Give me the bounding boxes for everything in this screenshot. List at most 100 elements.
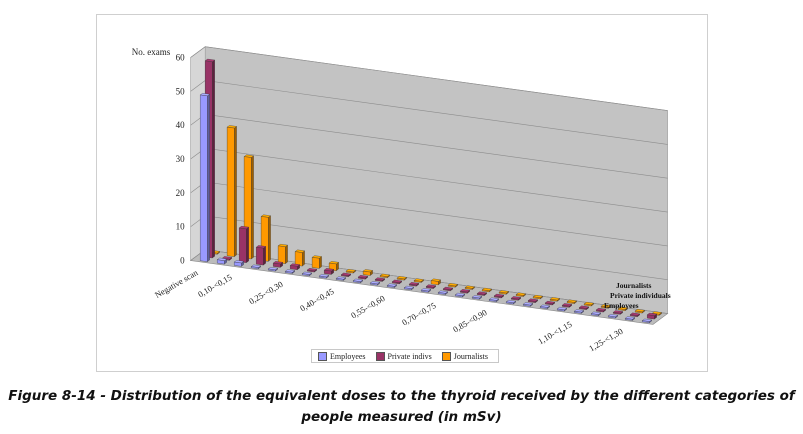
legend-item-private: Private indivs bbox=[375, 351, 432, 361]
x-tick-label-11: 0,55-<0,60 bbox=[349, 293, 386, 320]
bar-2-12 bbox=[413, 280, 422, 283]
legend-item-employees: Employees bbox=[318, 351, 366, 361]
bar-0-23 bbox=[591, 313, 599, 317]
legend-label-private: Private indivs bbox=[387, 351, 432, 361]
bar-2-8 bbox=[345, 270, 354, 274]
bar-0-26 bbox=[642, 320, 650, 324]
bar-side-2-5 bbox=[302, 250, 305, 267]
bar-side-2-4 bbox=[285, 244, 288, 264]
bar-0-10 bbox=[370, 282, 378, 286]
bar-1-19 bbox=[528, 300, 536, 303]
x-tick-label-0: Negative scan bbox=[153, 267, 200, 300]
bar-1-21 bbox=[562, 304, 570, 308]
bar-2-15 bbox=[464, 287, 473, 290]
legend-label-journalists: Journalists bbox=[453, 351, 488, 361]
x-tick-label-22: 1,10-<1,15 bbox=[536, 319, 573, 346]
chart-svg: 0 10 20 30 40 50 60 No. exams Negative scan0,10-… bbox=[132, 46, 671, 353]
bar-2-20 bbox=[549, 298, 558, 302]
bar-0-8 bbox=[336, 278, 344, 281]
bar-2-16 bbox=[481, 289, 490, 293]
legend-swatch-private bbox=[375, 351, 385, 361]
bar-0-1 bbox=[217, 259, 225, 265]
bar-2-1 bbox=[226, 126, 235, 257]
bar-2-5 bbox=[294, 251, 303, 267]
depth-label-2: Employees bbox=[604, 301, 639, 310]
bar-0-6 bbox=[302, 273, 310, 277]
bar-2-10 bbox=[379, 275, 388, 278]
depth-label-0: Journalists bbox=[616, 281, 652, 290]
bar-0-7 bbox=[319, 275, 327, 279]
y-tick-label-10: 10 bbox=[176, 222, 186, 232]
bar-2-22 bbox=[583, 303, 592, 307]
bar-side-1-2 bbox=[246, 226, 249, 263]
bar-1-2 bbox=[239, 227, 247, 263]
bar-0-16 bbox=[472, 296, 480, 300]
x-tick-label-2: 0,10-<0,15 bbox=[196, 272, 233, 299]
bar-2-14 bbox=[447, 284, 456, 288]
bar-1-16 bbox=[477, 293, 485, 296]
bar-1-13 bbox=[426, 286, 434, 289]
bar-side-2-2 bbox=[251, 155, 254, 260]
bar-1-6 bbox=[307, 269, 315, 273]
bar-side-2-1 bbox=[234, 126, 237, 258]
bar-2-4 bbox=[277, 245, 286, 264]
bar-1-20 bbox=[545, 302, 553, 306]
bar-1-7 bbox=[324, 269, 332, 275]
bar-0-15 bbox=[455, 294, 463, 298]
y-tick-label-30: 30 bbox=[176, 154, 186, 164]
y-tick-label-20: 20 bbox=[176, 188, 186, 198]
y-axis-title: No. exams bbox=[132, 47, 171, 57]
bar-1-26 bbox=[647, 314, 655, 320]
bar-2-25 bbox=[634, 310, 643, 314]
bar-2-6 bbox=[311, 257, 320, 269]
x-tick-label-17: 0,85-<0,90 bbox=[451, 307, 488, 334]
bar-2-9 bbox=[362, 270, 371, 276]
bar-2-13 bbox=[430, 280, 439, 286]
legend-item-journalists: Journalists bbox=[441, 351, 488, 361]
bar-0-19 bbox=[523, 303, 531, 307]
bar-0-24 bbox=[608, 315, 616, 319]
bar-1-9 bbox=[358, 276, 366, 280]
bar-0-18 bbox=[506, 301, 514, 305]
bar-0-3 bbox=[251, 266, 259, 270]
bar-1-11 bbox=[392, 281, 400, 285]
bar-2-23 bbox=[600, 305, 609, 309]
bar-side-1-3 bbox=[263, 246, 266, 266]
bar-0-17 bbox=[489, 299, 497, 302]
bar-2-11 bbox=[396, 277, 405, 281]
bar-0-22 bbox=[574, 310, 582, 314]
x-tick-label-8: 0,40-<0,45 bbox=[298, 286, 335, 313]
bar-0-25 bbox=[625, 318, 633, 321]
caption-line-2: people measured (in mSv) bbox=[301, 409, 502, 425]
bar-side-2-3 bbox=[268, 215, 271, 262]
legend: Employees Private indivs Journalists bbox=[311, 349, 499, 363]
legend-swatch-journalists bbox=[441, 351, 451, 361]
bar-2-19 bbox=[532, 296, 541, 300]
bar-1-8 bbox=[341, 274, 349, 278]
bar-side-1-0 bbox=[212, 59, 215, 259]
bar-side-0-0 bbox=[207, 93, 210, 263]
y-tick-label-60: 60 bbox=[176, 53, 186, 63]
bar-1-17 bbox=[494, 295, 502, 299]
bar-1-23 bbox=[596, 309, 604, 313]
y-tick-label-0: 0 bbox=[180, 256, 185, 266]
bar-1-3 bbox=[256, 246, 264, 266]
bar-1-12 bbox=[409, 283, 417, 287]
gridline-60 bbox=[190, 46, 668, 111]
bar-1-4 bbox=[273, 262, 281, 268]
bar-2-18 bbox=[515, 294, 524, 297]
bar-0-5 bbox=[285, 271, 293, 274]
bar-1-25 bbox=[630, 314, 638, 318]
bar-1-14 bbox=[443, 288, 451, 292]
bar-1-5 bbox=[290, 265, 298, 271]
x-tick-label-5: 0,25-<0,30 bbox=[247, 279, 284, 306]
bar-0-12 bbox=[404, 287, 412, 291]
bar-1-10 bbox=[375, 279, 383, 282]
bar-0-11 bbox=[387, 285, 395, 288]
bar-0-2 bbox=[234, 261, 242, 267]
bar-1-15 bbox=[460, 290, 468, 294]
bar-1-24 bbox=[613, 312, 621, 315]
legend-swatch-employees bbox=[318, 351, 327, 361]
bar-1-18 bbox=[511, 298, 519, 301]
y-tick-label-40: 40 bbox=[176, 120, 186, 130]
